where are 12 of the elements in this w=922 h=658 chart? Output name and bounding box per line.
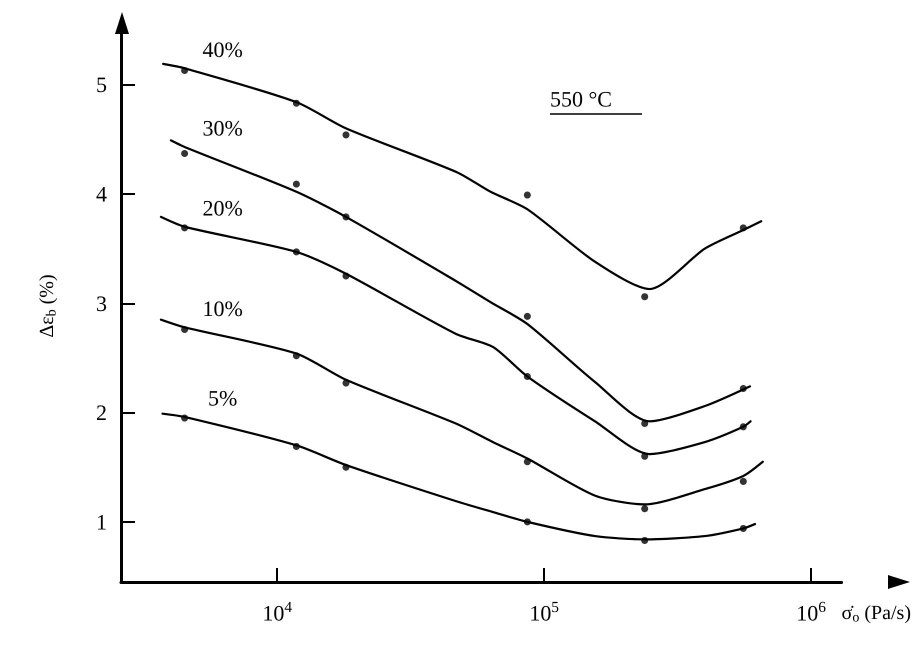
- series-label: 30%: [202, 115, 243, 140]
- y-tick-label: 4: [96, 181, 107, 206]
- series-label: 20%: [202, 195, 243, 220]
- y-tick-label: 1: [96, 509, 107, 534]
- y-tick-label: 2: [96, 400, 107, 426]
- series-label: 10%: [202, 296, 243, 321]
- series-label: 40%: [202, 36, 243, 62]
- annotation: 550 °C: [550, 86, 612, 112]
- y-axis-title: Δεb (%): [36, 274, 60, 338]
- series-label: 5%: [208, 385, 238, 410]
- y-tick-label: 3: [96, 290, 107, 316]
- y-tick-label: 5: [96, 72, 107, 98]
